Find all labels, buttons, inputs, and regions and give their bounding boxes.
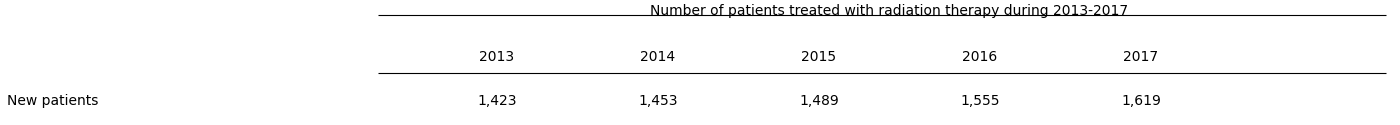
Text: 2014: 2014 <box>640 50 676 64</box>
Text: 2016: 2016 <box>962 50 998 64</box>
Text: 2015: 2015 <box>801 50 837 64</box>
Text: 2017: 2017 <box>1123 50 1159 64</box>
Text: 1,555: 1,555 <box>960 94 1000 108</box>
Text: Number of patients treated with radiation therapy during 2013-2017: Number of patients treated with radiatio… <box>650 4 1128 18</box>
Text: 1,489: 1,489 <box>799 94 839 108</box>
Text: 2013: 2013 <box>479 50 515 64</box>
Text: 1,453: 1,453 <box>638 94 678 108</box>
Text: 1,423: 1,423 <box>477 94 517 108</box>
Text: 1,619: 1,619 <box>1121 94 1161 108</box>
Text: New patients: New patients <box>7 94 98 108</box>
